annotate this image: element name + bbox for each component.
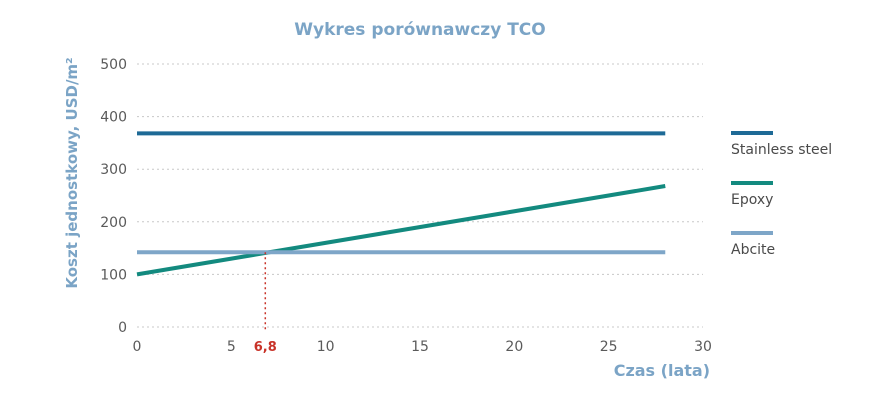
y-axis-label: Koszt jednostkowy, USD/m² [63, 57, 81, 288]
series-lines [136, 131, 666, 277]
x-axis-label: Czas (lata) [614, 361, 710, 380]
x-axis-ticks: 0 5 10 15 20 25 30 [133, 339, 712, 355]
y-tick-label: 100 [100, 267, 127, 283]
legend-label: Epoxy [731, 192, 773, 208]
x-tick-label: 0 [133, 339, 142, 355]
x-tick-label: 5 [227, 339, 236, 355]
chart-title: Wykres porównawczy TCO [294, 20, 545, 40]
legend: Stainless steel Epoxy Abcite [731, 131, 832, 258]
x-tick-label: 25 [600, 339, 618, 355]
series-line-1 [136, 184, 666, 277]
y-tick-label: 300 [100, 162, 127, 178]
y-tick-label: 400 [100, 110, 127, 126]
y-tick-label: 0 [118, 320, 127, 336]
legend-label: Abcite [731, 242, 775, 258]
crossing-label: 6,8 [254, 340, 277, 355]
y-tick-label: 200 [100, 215, 127, 231]
x-tick-label: 20 [505, 339, 523, 355]
y-axis-ticks: 0 100 200 300 400 500 [100, 57, 127, 336]
grid [137, 63, 703, 328]
annotations: 6,8 [254, 252, 277, 355]
x-tick-label: 10 [317, 339, 335, 355]
x-tick-label: 15 [411, 339, 429, 355]
x-tick-label: 30 [694, 339, 712, 355]
legend-label: Stainless steel [731, 142, 832, 158]
y-tick-label: 500 [100, 57, 127, 73]
